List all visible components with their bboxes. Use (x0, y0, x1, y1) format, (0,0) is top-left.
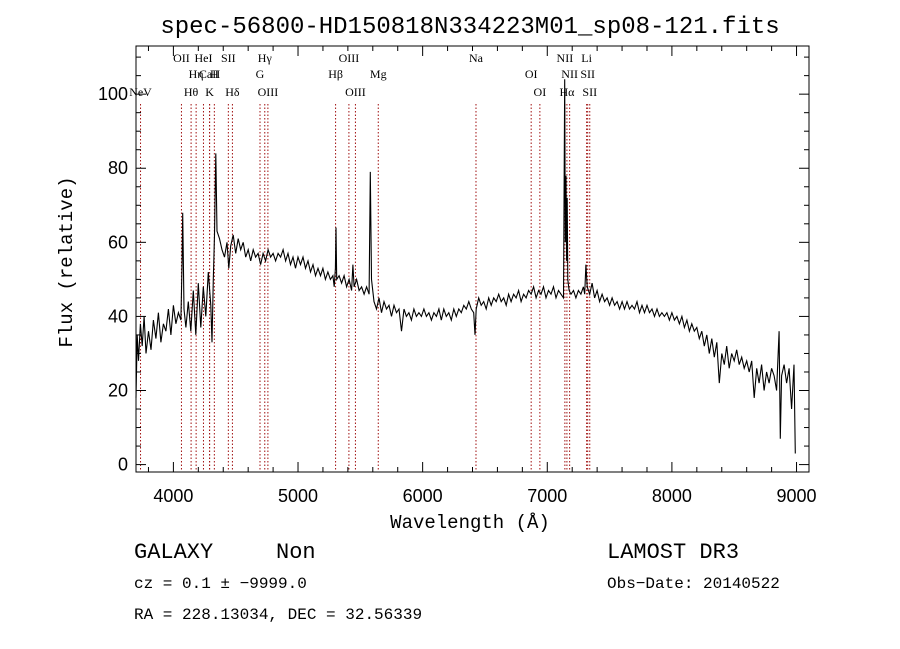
y-tick-label-20: 20 (108, 381, 128, 401)
line-label-12: OIII (258, 85, 279, 99)
x-axis-title: Wavelength (Å) (390, 512, 550, 534)
object-subclass: Non (276, 540, 316, 565)
y-tick-label-40: 40 (108, 306, 128, 326)
line-label-1: OII (173, 51, 190, 65)
y-axis: 0 20 40 60 80 100 (98, 56, 809, 475)
line-label-18: OI (525, 67, 538, 81)
line-label-9: Hδ (225, 85, 240, 99)
line-label-21: NII (561, 67, 578, 81)
x-tick-label-6000: 6000 (403, 486, 443, 506)
survey-name: LAMOST DR3 (607, 540, 739, 565)
line-label-5: HeI (194, 51, 212, 65)
redshift-text: cz = 0.1 ± −9999.0 (134, 575, 307, 593)
line-label-10: Hγ (258, 51, 273, 65)
line-label-17: Na (469, 51, 484, 65)
object-class: GALAXY (134, 540, 213, 565)
line-label-6: K (205, 85, 214, 99)
chart-title: spec-56800-HD150818N334223M01_sp08-121.f… (160, 14, 779, 41)
line-label-20: NII (557, 51, 574, 65)
line-label-4: Hη (189, 67, 204, 81)
line-label-24: SII (580, 67, 595, 81)
obs-date: Obs−Date: 20140522 (607, 575, 780, 593)
spectrum-line (135, 79, 796, 454)
x-tick-label-7000: 7000 (527, 486, 567, 506)
line-label-16: Mg (370, 67, 387, 81)
line-label-23: Li (581, 51, 592, 65)
line-label-3: Hθ (184, 85, 199, 99)
x-tick-label-5000: 5000 (278, 486, 318, 506)
y-tick-label-80: 80 (108, 158, 128, 178)
spectral-line-labels: NeVOIICaIIHθHηHeIKHSIIHδHγGOIIIHβOIIIOII… (129, 51, 597, 99)
line-label-25: SII (582, 85, 597, 99)
line-label-13: Hβ (328, 67, 343, 81)
line-label-11: G (256, 67, 265, 81)
y-axis-title: Flux (relative) (56, 176, 78, 347)
coordinates: RA = 228.13034, DEC = 32.56339 (134, 606, 422, 624)
line-label-14: OIII (339, 51, 360, 65)
x-tick-label-9000: 9000 (777, 486, 817, 506)
x-tick-label-4000: 4000 (153, 486, 193, 506)
line-label-15: OIII (345, 85, 366, 99)
y-tick-label-100: 100 (98, 84, 128, 104)
x-tick-label-8000: 8000 (652, 486, 692, 506)
line-label-22: Hα (559, 85, 575, 99)
line-label-0: NeV (129, 85, 152, 99)
y-tick-label-0: 0 (118, 455, 128, 475)
x-axis: 4000 5000 6000 7000 8000 9000 (147, 46, 817, 506)
line-label-8: SII (221, 51, 236, 65)
line-label-2: CaII (199, 67, 220, 81)
line-label-7: H (210, 67, 219, 81)
line-label-19: OI (534, 85, 547, 99)
y-tick-label-60: 60 (108, 232, 128, 252)
plot-frame (135, 45, 810, 473)
